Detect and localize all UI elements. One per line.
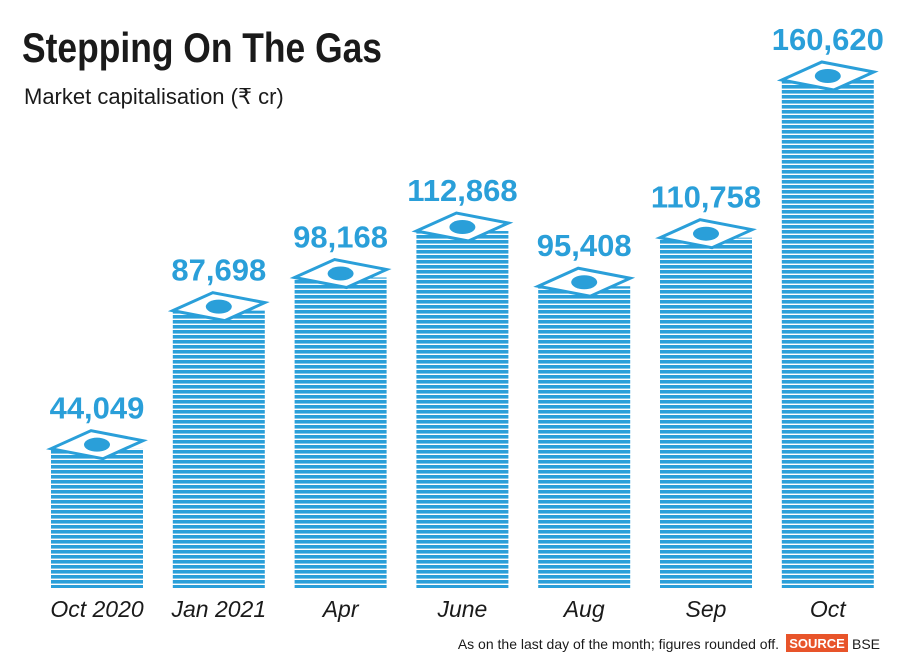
note: As on the last day of the month; figures… bbox=[458, 636, 779, 652]
x-tick-label: Apr bbox=[321, 596, 360, 622]
x-tick-label: Aug bbox=[562, 596, 605, 622]
value-label: 110,758 bbox=[651, 180, 761, 215]
x-tick-label: Jan 2021 bbox=[170, 596, 266, 622]
chart-title: Stepping On The Gas bbox=[22, 24, 382, 71]
value-label: 87,698 bbox=[171, 253, 266, 288]
bar bbox=[416, 231, 509, 588]
value-label: 95,408 bbox=[537, 228, 632, 263]
banknote-coin bbox=[449, 220, 476, 235]
bar bbox=[51, 448, 143, 588]
x-tick-label: Oct 2020 bbox=[50, 596, 144, 622]
value-label: 160,620 bbox=[772, 22, 884, 57]
x-tick-label: Oct bbox=[810, 596, 847, 622]
x-tick-label: June bbox=[436, 596, 487, 622]
value-label: 98,168 bbox=[293, 220, 388, 255]
banknote-coin bbox=[84, 437, 110, 452]
value-label: 44,049 bbox=[50, 391, 145, 426]
source: BSE bbox=[852, 636, 880, 652]
value-label: 112,868 bbox=[407, 173, 517, 208]
bar bbox=[538, 286, 631, 588]
bar bbox=[660, 237, 752, 589]
banknote-coin bbox=[205, 299, 232, 314]
source-label: SOURCE bbox=[789, 636, 845, 651]
bar bbox=[294, 277, 387, 588]
banknote-coin bbox=[571, 275, 598, 290]
banknote-coin bbox=[814, 69, 841, 83]
source-badge bbox=[786, 634, 848, 652]
chart-subtitle: Market capitalisation (₹ cr) bbox=[24, 84, 284, 109]
bar bbox=[172, 310, 265, 588]
banknote-coin bbox=[693, 226, 719, 241]
x-tick-label: Sep bbox=[686, 596, 727, 622]
bar bbox=[781, 80, 874, 588]
banknote-coin bbox=[327, 266, 354, 281]
